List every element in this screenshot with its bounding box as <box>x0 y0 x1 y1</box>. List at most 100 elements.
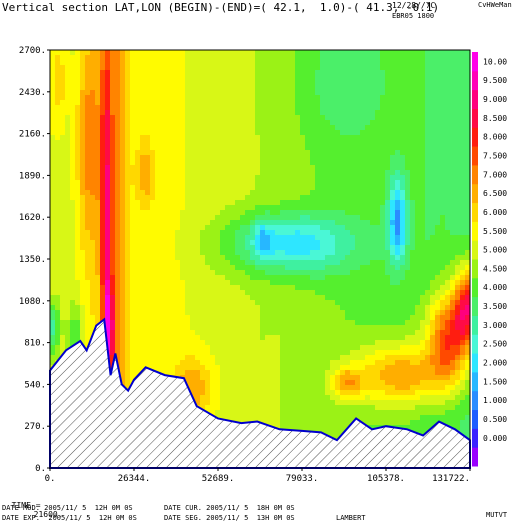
field-cell <box>270 300 276 306</box>
field-cell <box>425 180 431 186</box>
field-cell <box>160 295 166 301</box>
field-cell <box>375 135 381 141</box>
field-cell <box>55 155 61 161</box>
field-cell <box>65 60 71 66</box>
field-cell <box>265 90 271 96</box>
field-cell <box>230 70 236 76</box>
field-cell <box>465 295 470 301</box>
field-cell <box>160 265 166 271</box>
field-cell <box>80 195 86 201</box>
field-cell <box>195 290 201 296</box>
field-cell <box>70 120 76 126</box>
field-cell <box>410 145 416 151</box>
field-cell <box>220 240 226 246</box>
field-cell <box>75 50 81 56</box>
field-cell <box>440 230 446 236</box>
field-cell <box>355 315 361 321</box>
field-cell <box>95 130 101 136</box>
field-cell <box>115 140 121 146</box>
field-cell <box>180 315 186 321</box>
field-cell <box>210 150 216 156</box>
field-cell <box>460 140 466 146</box>
field-cell <box>220 140 226 146</box>
field-cell <box>110 65 116 71</box>
field-cell <box>125 180 131 186</box>
field-cell <box>195 90 201 96</box>
field-cell <box>265 210 271 216</box>
field-cell <box>340 340 346 346</box>
field-cell <box>90 100 96 106</box>
field-cell <box>100 205 106 211</box>
field-cell <box>55 325 61 331</box>
field-cell <box>440 90 446 96</box>
field-cell <box>330 325 336 331</box>
field-cell <box>365 170 371 176</box>
field-cell <box>400 330 406 336</box>
field-cell <box>435 285 441 291</box>
field-cell <box>185 280 191 286</box>
field-cell <box>165 155 171 161</box>
field-cell <box>455 250 461 256</box>
field-cell <box>70 170 76 176</box>
field-cell <box>100 145 106 151</box>
field-cell <box>285 340 291 346</box>
field-cell <box>410 75 416 81</box>
field-cell <box>55 290 61 296</box>
field-cell <box>395 95 401 101</box>
field-cell <box>385 145 391 151</box>
field-cell <box>255 295 261 301</box>
field-cell <box>325 290 331 296</box>
field-cell <box>270 180 276 186</box>
field-cell <box>400 280 406 286</box>
field-cell <box>70 55 76 61</box>
field-cell <box>100 140 106 146</box>
field-cell <box>220 265 226 271</box>
field-cell <box>80 290 86 296</box>
field-cell <box>300 270 306 276</box>
field-cell <box>135 105 141 111</box>
field-cell <box>50 140 56 146</box>
field-cell <box>310 215 316 221</box>
field-cell <box>320 165 326 171</box>
field-cell <box>255 340 261 346</box>
field-cell <box>425 140 431 146</box>
field-cell <box>285 315 291 321</box>
field-cell <box>250 290 256 296</box>
field-cell <box>75 110 81 116</box>
field-cell <box>195 115 201 121</box>
field-cell <box>230 105 236 111</box>
field-cell <box>130 205 136 211</box>
field-cell <box>260 60 266 66</box>
field-cell <box>165 320 171 326</box>
field-cell <box>325 150 331 156</box>
field-cell <box>250 150 256 156</box>
field-cell <box>365 55 371 61</box>
field-cell <box>185 265 191 271</box>
field-cell <box>210 95 216 101</box>
field-cell <box>175 265 181 271</box>
field-cell <box>210 310 216 316</box>
field-cell <box>90 220 96 226</box>
field-cell <box>115 145 121 151</box>
field-cell <box>395 170 401 176</box>
field-cell <box>220 115 226 121</box>
field-cell <box>90 265 96 271</box>
field-cell <box>125 185 131 191</box>
field-cell <box>400 295 406 301</box>
field-cell <box>245 290 251 296</box>
field-cell <box>445 115 451 121</box>
field-cell <box>350 65 356 71</box>
field-cell <box>245 250 251 256</box>
field-cell <box>335 90 341 96</box>
field-cell <box>355 240 361 246</box>
field-cell <box>195 175 201 181</box>
field-cell <box>160 340 166 346</box>
field-cell <box>120 315 126 321</box>
field-cell <box>460 335 466 341</box>
field-cell <box>395 190 401 196</box>
field-cell <box>195 155 201 161</box>
field-cell <box>120 260 126 266</box>
field-cell <box>335 155 341 161</box>
field-cell <box>60 305 66 311</box>
field-cell <box>75 170 81 176</box>
